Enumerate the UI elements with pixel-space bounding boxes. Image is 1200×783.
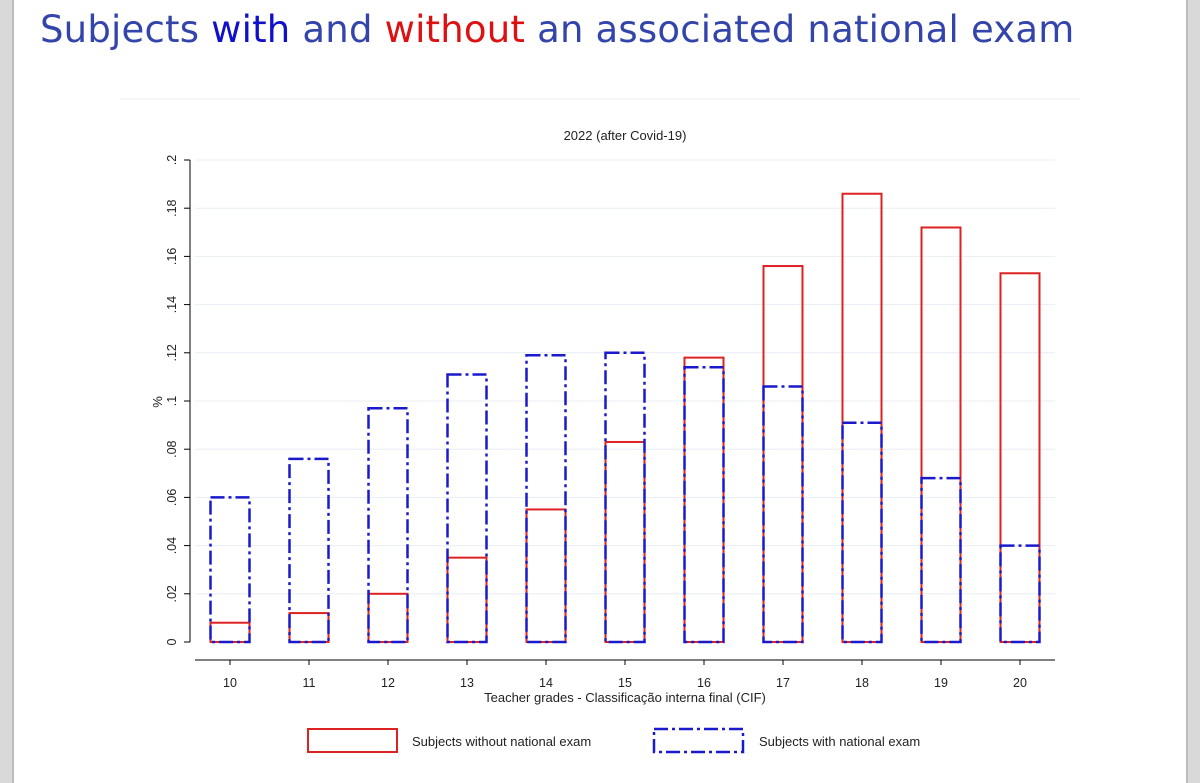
bars-layer [209,192,1041,644]
x-tick-label: 19 [934,676,948,690]
bar-without-exam [367,592,409,643]
bar-with-exam [288,457,330,644]
title-part-without: without [384,8,526,51]
y-tick-label: .12 [165,344,179,361]
x-tick-label: 12 [381,676,395,690]
bar-with-exam [683,366,725,644]
bar-with-exam [209,496,251,644]
bar-with-exam [604,351,646,644]
bar-without-exam [841,192,883,644]
bar-without-exam [683,356,725,643]
title-part-and: and [290,8,385,51]
axis-layer: 0 .02 .04 .06 .08 .1 .12 .14 .16 .18 .2 10 11 12 13 14 1… [165,155,1055,690]
bar-with-exam [367,406,409,644]
legend-label-with-exam: Subjects with national exam [759,734,920,749]
bar-with-exam [920,476,962,644]
x-tick-label: 10 [223,676,237,690]
slide [12,0,1188,783]
y-tick-label: .02 [165,585,179,602]
y-tick-label: .18 [165,199,179,216]
title-part-rest: an associated national exam [525,8,1075,51]
x-tick-label: 13 [460,676,474,690]
legend: Subjects without national exam Subjects … [307,727,920,754]
legend-key-with-exam [652,727,745,754]
chart-title: 2022 (after Covid-19) [564,128,687,143]
x-tick-label: 14 [539,676,553,690]
slide-left-edge [12,0,14,783]
x-tick-label: 18 [855,676,869,690]
bar-without-exam [920,226,962,643]
y-tick-label: 0 [165,638,179,645]
slide-right-edge [1186,0,1188,783]
x-tick-label: 11 [303,676,316,690]
y-tick-label: .16 [165,248,179,265]
legend-key-without-exam [307,728,398,753]
x-axis-title: Teacher grades - Classificação interna f… [484,690,766,705]
slide-title: Subjects with and without an associated … [40,8,1074,51]
y-tick-label: .06 [165,489,179,506]
y-tick-label: .04 [165,537,179,554]
bar-without-exam [525,508,567,644]
bar-with-exam [446,373,488,644]
x-tick-label: 16 [697,676,711,690]
bar-without-exam [762,265,804,643]
y-tick-label: .2 [165,155,179,165]
bar-without-exam [446,556,488,644]
x-tick-label: 17 [776,676,790,690]
y-axis-title: % [150,396,165,408]
x-tick-label: 15 [618,676,632,690]
title-part-with: with [211,8,291,51]
x-tick-label: 20 [1013,676,1027,690]
grid-layer [195,159,1055,595]
title-part-subjects: Subjects [40,8,212,51]
legend-label-without-exam: Subjects without national exam [412,734,591,749]
y-tick-label: .08 [165,440,179,457]
bar-with-exam [762,385,804,644]
bar-without-exam [209,621,251,643]
bar-without-exam [999,272,1041,643]
bar-without-exam [288,612,330,644]
y-tick-label: .14 [165,296,179,313]
bar-with-exam [841,421,883,644]
bar-with-exam [525,353,567,644]
y-tick-label: .1 [165,396,179,406]
bar-without-exam [604,440,646,643]
bar-with-exam [999,544,1041,644]
